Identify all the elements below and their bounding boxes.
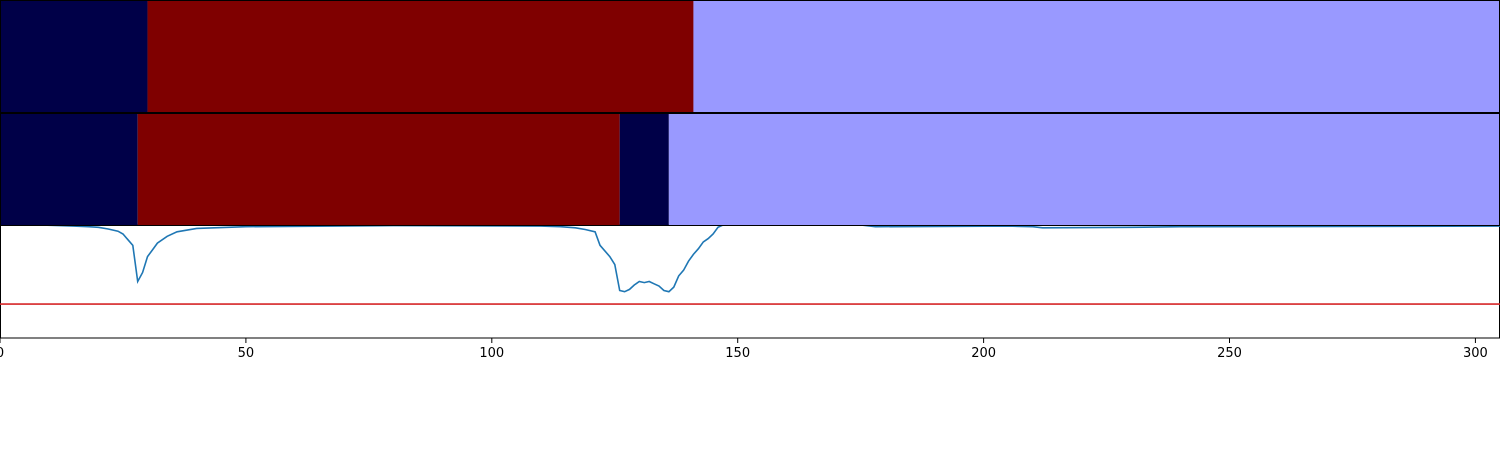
x-tick-label-100: 100 [479,346,504,361]
x-tick-label-0: 0 [0,346,4,361]
segment-row1-3 [693,0,1500,112]
segment-row1-1 [0,0,148,112]
x-axis: 0 50 100 150 200 250 300 [0,338,1488,361]
segment-row2-3 [619,113,669,225]
segment-row2-4 [668,113,1500,225]
segment-row1-2 [147,0,694,112]
x-tick-label-50: 50 [238,346,255,361]
x-tick-label-300: 300 [1463,346,1488,361]
segment-rows [0,0,1500,226]
signal-panel-frame [0,224,1500,339]
segment-row2-1 [0,113,138,225]
signal-line [0,224,1500,293]
signal-panel [0,224,1500,339]
x-tick-label-200: 200 [971,346,996,361]
x-tick-label-250: 250 [1217,346,1242,361]
x-tick-label-150: 150 [725,346,750,361]
segment-row2-2 [137,113,620,225]
